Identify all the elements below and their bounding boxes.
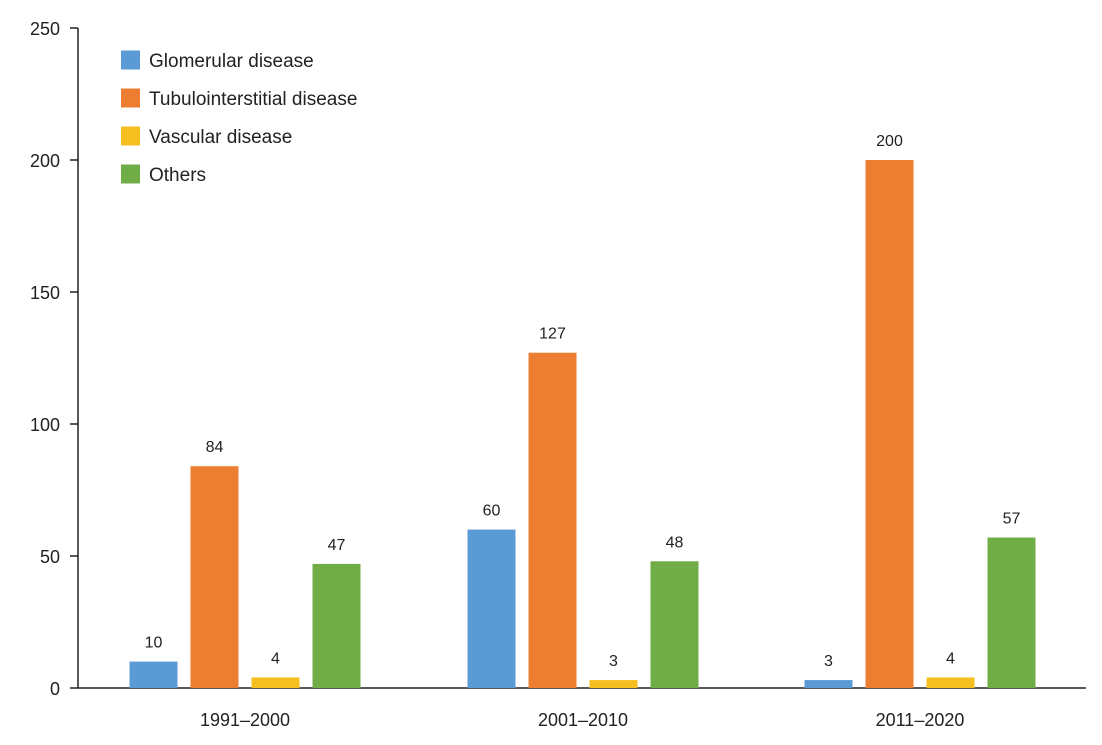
bar bbox=[467, 529, 516, 688]
bar-value-label: 47 bbox=[328, 537, 346, 554]
y-tick-label: 50 bbox=[40, 547, 60, 567]
legend-label: Tubulointerstitial disease bbox=[149, 89, 357, 110]
legend-swatch bbox=[121, 50, 140, 70]
x-category-label: 1991–2000 bbox=[200, 710, 290, 730]
bar-value-label: 4 bbox=[946, 650, 955, 667]
bar-value-label: 48 bbox=[666, 534, 684, 551]
y-tick-label: 200 bbox=[30, 151, 60, 171]
bar-value-label: 3 bbox=[609, 653, 618, 670]
bar-value-label: 10 bbox=[145, 635, 163, 652]
legend-label: Vascular disease bbox=[149, 127, 292, 148]
legend-swatch bbox=[121, 88, 140, 108]
y-tick-label: 100 bbox=[30, 415, 60, 435]
bar-value-label: 84 bbox=[206, 439, 224, 456]
y-tick-label: 0 bbox=[50, 679, 60, 699]
bar-value-label: 3 bbox=[824, 653, 833, 670]
bar-value-label: 60 bbox=[483, 503, 501, 520]
axes: 0 50 100 150 200 250 1991–2000 2001–2010 2011–20… bbox=[30, 19, 1086, 730]
x-category-label: 2011–2020 bbox=[876, 710, 965, 730]
bar bbox=[589, 680, 638, 688]
bar-value-label: 4 bbox=[271, 650, 280, 667]
bar bbox=[650, 561, 699, 688]
bar bbox=[251, 677, 300, 688]
bar-value-label: 57 bbox=[1003, 511, 1021, 528]
data-labels: 10 84 4 47 60 127 3 48 3 200 4 57 bbox=[145, 133, 1021, 670]
y-tick-label: 150 bbox=[30, 283, 60, 303]
bar bbox=[528, 352, 577, 688]
bar-value-label: 127 bbox=[539, 326, 566, 343]
bars bbox=[129, 160, 1036, 688]
legend-label: Others bbox=[149, 165, 206, 186]
legend-swatch bbox=[121, 126, 140, 146]
x-category-label: 2001–2010 bbox=[538, 710, 628, 730]
bar bbox=[987, 537, 1036, 688]
bar bbox=[865, 160, 914, 688]
bar bbox=[190, 466, 239, 688]
bar bbox=[926, 677, 975, 688]
legend-label: Glomerular disease bbox=[149, 51, 314, 72]
legend: Glomerular disease Tubulointerstitial dis… bbox=[121, 50, 357, 186]
y-tick-label: 250 bbox=[30, 19, 60, 39]
bar bbox=[312, 563, 361, 688]
legend-swatch bbox=[121, 164, 140, 184]
bar bbox=[804, 680, 853, 688]
bar bbox=[129, 661, 178, 688]
bar-value-label: 200 bbox=[876, 133, 903, 150]
